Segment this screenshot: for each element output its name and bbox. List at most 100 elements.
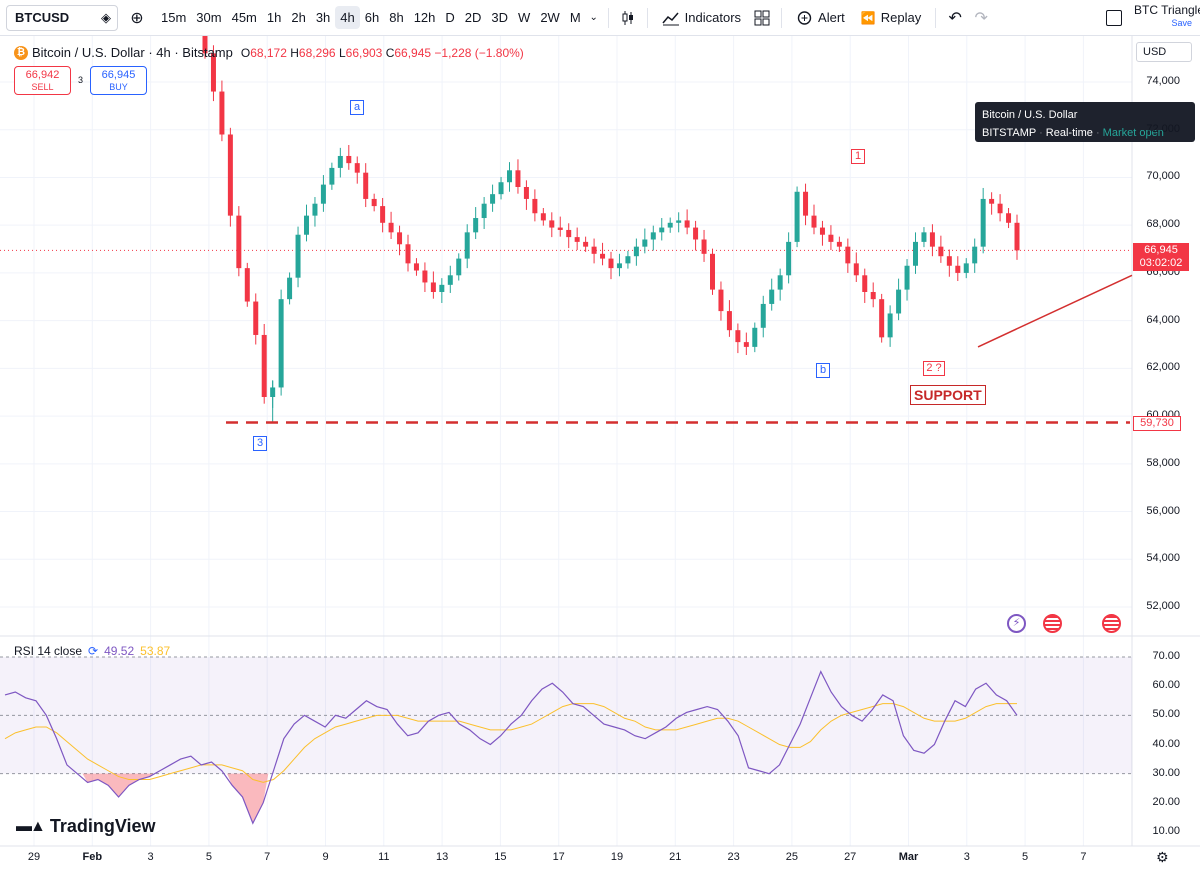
timeframe-m[interactable]: M <box>569 10 581 25</box>
loading-spinner-icon: ⟳ <box>88 644 99 658</box>
time-tick-label: 29 <box>27 851 41 863</box>
timeframe-4h[interactable]: 4h <box>335 6 360 29</box>
candle-body <box>760 303 766 328</box>
buy-price: 66,945 <box>101 69 136 81</box>
wave-label-3[interactable]: 3 <box>253 436 267 451</box>
candle-body <box>557 227 563 230</box>
candlestick-type-icon[interactable] <box>615 5 641 31</box>
candle-body <box>989 198 995 204</box>
symbol-text: BTCUSD <box>15 10 70 25</box>
candle-body <box>743 342 749 347</box>
save-label[interactable]: Save <box>1171 18 1192 28</box>
timeframe-d[interactable]: D <box>445 10 455 25</box>
candle-body <box>583 241 589 247</box>
timeframe-15m[interactable]: 15m <box>161 10 187 25</box>
candle-body <box>693 227 699 240</box>
candle-body <box>887 313 893 338</box>
chart-canvas[interactable] <box>0 36 1200 874</box>
timeframe-12h[interactable]: 12h <box>413 10 436 25</box>
candle-body <box>354 163 360 173</box>
price-tick-label: 64,000 <box>1146 313 1180 326</box>
top-toolbar: BTCUSD ◈ ⊕ 15m 30m 45m 1h 2h 3h 4h 6h 8h 12h D 2D 3D… <box>0 0 1200 36</box>
candle-body <box>320 184 326 204</box>
rsi-tick-label: 10.00 <box>1152 825 1180 837</box>
legend-title[interactable]: Bitcoin / U.S. Dollar · 4h · Bitstamp <box>32 45 233 60</box>
candle-body <box>819 227 825 235</box>
candle-body <box>227 134 233 216</box>
us-flag-event-icon[interactable] <box>1043 614 1062 633</box>
undo-icon[interactable]: ↶ <box>948 9 962 27</box>
layout-select-checkbox[interactable] <box>1106 10 1122 26</box>
candle-body <box>413 263 419 271</box>
timeframe-2d[interactable]: 2D <box>464 10 482 25</box>
compare-diamond-icon[interactable]: ◈ <box>101 9 111 25</box>
candle-body <box>879 299 885 338</box>
candle-body <box>913 241 918 266</box>
indicators-button[interactable]: Indicators <box>654 5 749 31</box>
candle-body <box>997 203 1003 214</box>
timeframe-6h[interactable]: 6h <box>364 10 380 25</box>
candle-body <box>667 222 673 228</box>
wave-label-1[interactable]: 1 <box>851 149 865 164</box>
rsi-legend: RSI 14 close ⟳ 49.52 53.87 <box>14 644 170 658</box>
chart-legend: ₿ Bitcoin / U.S. Dollar · 4h · Bitstamp … <box>14 45 524 60</box>
candle-body <box>710 253 715 290</box>
alert-button[interactable]: Alert <box>788 5 853 31</box>
wave-label-b[interactable]: b <box>816 363 830 378</box>
candle-body <box>625 256 631 264</box>
rsi-tick-label: 40.00 <box>1152 737 1180 750</box>
candle-body <box>828 234 834 242</box>
candle-body <box>422 270 428 283</box>
candle-body <box>650 232 656 240</box>
layout-name-button[interactable]: BTC Triangle Save <box>1134 4 1200 30</box>
support-text-label[interactable]: SUPPORT <box>910 385 986 405</box>
timeframe-chevron-down-icon[interactable]: ⌄ <box>589 12 598 23</box>
replay-label: Replay <box>880 10 922 25</box>
candle-body <box>811 215 817 228</box>
timeframe-1h[interactable]: 1h <box>266 10 282 25</box>
candle-body <box>329 167 335 185</box>
candle-body <box>337 155 343 168</box>
time-tick-label: 7 <box>1080 851 1087 863</box>
add-symbol-icon[interactable]: ⊕ <box>130 9 144 27</box>
timeframe-30m[interactable]: 30m <box>196 10 222 25</box>
us-flag-event-icon[interactable] <box>1102 614 1121 633</box>
candle-body <box>202 36 208 54</box>
candle-body <box>955 265 961 273</box>
timeframe-2h[interactable]: 2h <box>291 10 306 25</box>
rsi-label[interactable]: RSI 14 close <box>14 644 83 658</box>
wave-label-a[interactable]: a <box>350 100 364 115</box>
layouts-grid-icon[interactable] <box>749 5 775 31</box>
settings-gear-icon[interactable]: ⚙ <box>1156 849 1169 865</box>
currency-selector[interactable]: USD <box>1136 42 1192 62</box>
redo-icon[interactable]: ↷ <box>974 9 988 27</box>
candle-body <box>946 256 952 266</box>
timeframe-3h[interactable]: 3h <box>315 10 331 25</box>
wave-label-2[interactable]: 2 ? <box>923 361 945 376</box>
time-tick-label: 3 <box>147 851 154 863</box>
buy-button[interactable]: 66,945 BUY <box>90 66 147 95</box>
sell-label: SELL <box>31 82 54 92</box>
symbol-search[interactable]: BTCUSD ◈ <box>6 4 118 31</box>
candle-body <box>312 203 318 216</box>
candle-body <box>870 292 876 300</box>
timeframe-3d[interactable]: 3D <box>491 10 509 25</box>
time-tick-label: 11 <box>378 851 390 863</box>
candle-body <box>591 246 597 254</box>
time-tick-label: 27 <box>844 851 857 863</box>
tradingview-mark-icon: ▬▲ <box>16 817 46 835</box>
candle-body <box>574 237 580 242</box>
timeframe-8h[interactable]: 8h <box>389 10 404 25</box>
alarm-clock-icon <box>797 11 812 25</box>
lightning-event-icon[interactable]: ⚡ <box>1007 614 1026 633</box>
candle-body <box>929 232 935 247</box>
timeframe-w[interactable]: W <box>518 10 531 25</box>
timeframe-45m[interactable]: 45m <box>231 10 257 25</box>
time-tick-label: 9 <box>322 851 329 863</box>
candle-body <box>388 222 394 233</box>
candle-body <box>346 155 352 164</box>
timeframe-2w[interactable]: 2W <box>540 10 560 25</box>
sell-button[interactable]: 66,942 SELL <box>14 66 71 95</box>
layout-name-text: BTC Triangle <box>1134 4 1200 17</box>
replay-button[interactable]: ⏪ Replay <box>853 5 929 31</box>
